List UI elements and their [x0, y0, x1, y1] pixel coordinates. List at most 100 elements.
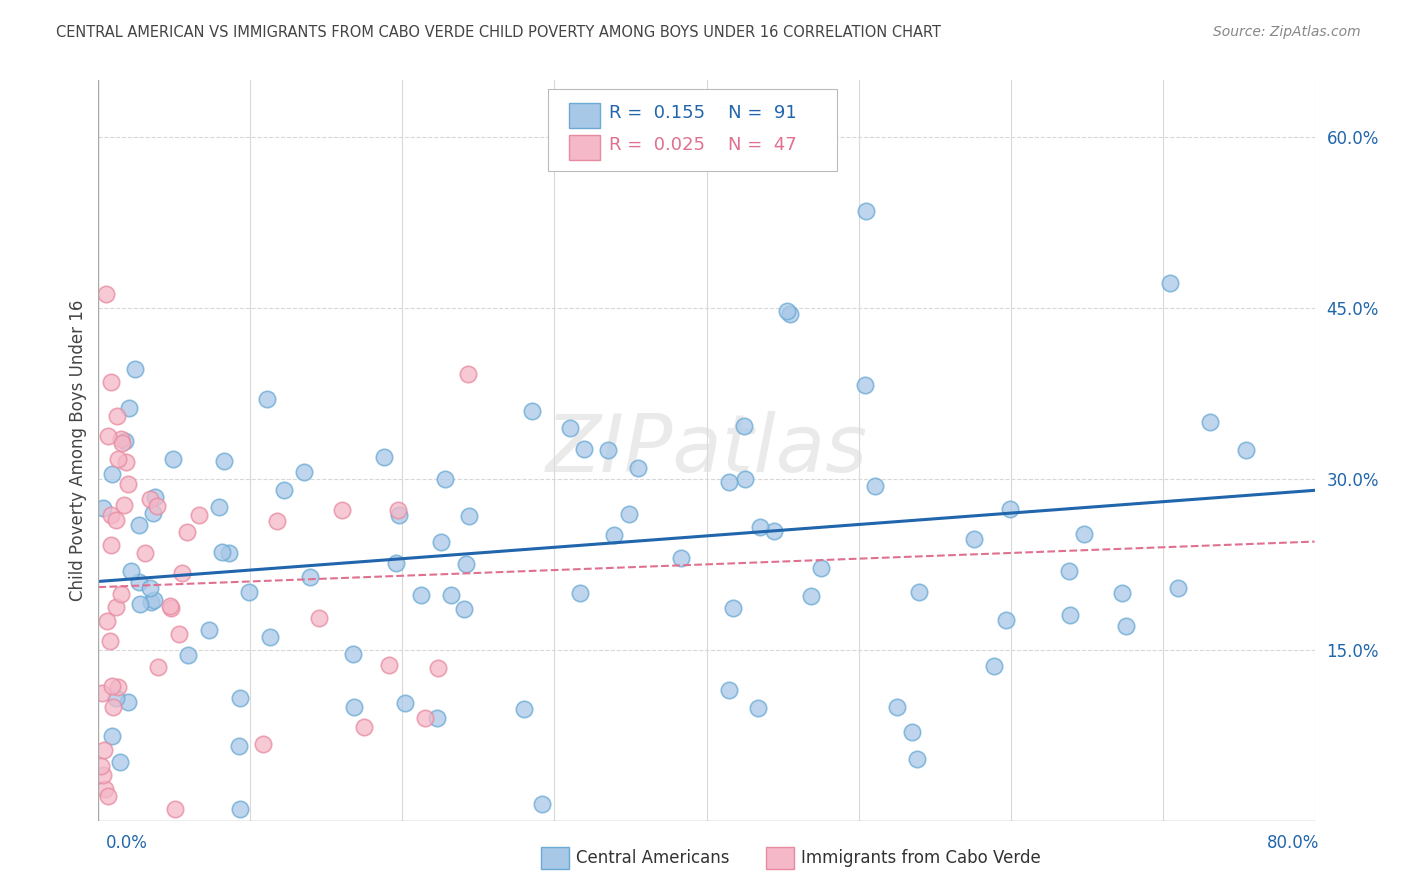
Point	[330, 503, 353, 517]
Point	[800, 589, 823, 603]
Point	[1234, 443, 1257, 458]
Point	[228, 739, 250, 753]
Point	[229, 802, 252, 816]
Point	[1115, 619, 1137, 633]
Point	[457, 367, 479, 381]
Point	[101, 729, 124, 743]
Point	[108, 756, 131, 770]
Point	[747, 700, 769, 714]
Point	[863, 479, 886, 493]
Text: 0.0%: 0.0%	[105, 834, 148, 852]
Point	[94, 287, 117, 301]
Point	[299, 569, 322, 583]
Point	[97, 429, 120, 443]
Point	[456, 557, 478, 571]
Point	[1159, 276, 1181, 290]
Point	[141, 595, 163, 609]
Point	[810, 561, 832, 575]
Text: Central Americans: Central Americans	[576, 849, 730, 867]
Point	[238, 585, 260, 599]
Point	[120, 564, 142, 578]
Point	[100, 634, 122, 648]
Point	[177, 648, 200, 662]
Point	[93, 781, 115, 796]
Point	[159, 599, 181, 614]
Point	[90, 759, 112, 773]
Y-axis label: Child Poverty Among Boys Under 16: Child Poverty Among Boys Under 16	[69, 300, 87, 601]
Point	[908, 585, 931, 599]
Point	[252, 737, 274, 751]
Point	[1199, 415, 1222, 429]
Text: Source: ZipAtlas.com: Source: ZipAtlas.com	[1213, 25, 1361, 39]
Point	[142, 592, 165, 607]
Text: 80.0%: 80.0%	[1267, 834, 1319, 852]
Point	[373, 450, 395, 465]
Point	[995, 613, 1018, 627]
Point	[394, 696, 416, 710]
Point	[1111, 586, 1133, 600]
Point	[748, 520, 770, 534]
Point	[457, 509, 479, 524]
Point	[218, 546, 240, 560]
Point	[1057, 564, 1080, 578]
Point	[413, 711, 436, 725]
Point	[378, 657, 401, 672]
Point	[388, 508, 411, 523]
Point	[211, 545, 233, 559]
Point	[91, 500, 114, 515]
Point	[734, 418, 756, 433]
Point	[134, 546, 156, 560]
Point	[900, 724, 922, 739]
Point	[110, 587, 132, 601]
Point	[105, 409, 128, 424]
Point	[104, 690, 127, 705]
Point	[963, 532, 986, 546]
Point	[1059, 607, 1081, 622]
Point	[779, 307, 801, 321]
Point	[112, 498, 135, 512]
Point	[111, 435, 134, 450]
Point	[387, 503, 409, 517]
Point	[983, 658, 1005, 673]
Point	[602, 528, 624, 542]
Point	[430, 535, 453, 549]
Point	[520, 403, 543, 417]
Point	[208, 500, 231, 514]
Point	[905, 752, 928, 766]
Point	[292, 466, 315, 480]
Text: R =  0.155    N =  91: R = 0.155 N = 91	[609, 104, 797, 122]
Point	[188, 508, 211, 523]
Point	[718, 682, 741, 697]
Point	[427, 661, 450, 675]
Point	[596, 443, 619, 458]
Point	[114, 455, 136, 469]
Point	[118, 401, 141, 415]
Point	[671, 551, 693, 566]
Point	[100, 508, 122, 523]
Point	[139, 581, 162, 595]
Point	[96, 614, 118, 628]
Point	[139, 491, 162, 506]
Point	[433, 472, 456, 486]
Point	[100, 679, 122, 693]
Point	[853, 377, 876, 392]
Point	[146, 660, 169, 674]
Text: R =  0.025    N =  47: R = 0.025 N = 47	[609, 136, 797, 154]
Text: Immigrants from Cabo Verde: Immigrants from Cabo Verde	[801, 849, 1042, 867]
Point	[721, 601, 744, 615]
Point	[229, 690, 252, 705]
Point	[117, 695, 139, 709]
Point	[124, 361, 146, 376]
Point	[259, 630, 281, 644]
Point	[162, 452, 184, 467]
Point	[855, 204, 877, 219]
Point	[167, 627, 190, 641]
Point	[1073, 527, 1095, 541]
Point	[143, 490, 166, 504]
Point	[128, 575, 150, 590]
Point	[101, 700, 124, 714]
Point	[100, 538, 122, 552]
Point	[453, 601, 475, 615]
Point	[998, 501, 1021, 516]
Point	[763, 524, 786, 539]
